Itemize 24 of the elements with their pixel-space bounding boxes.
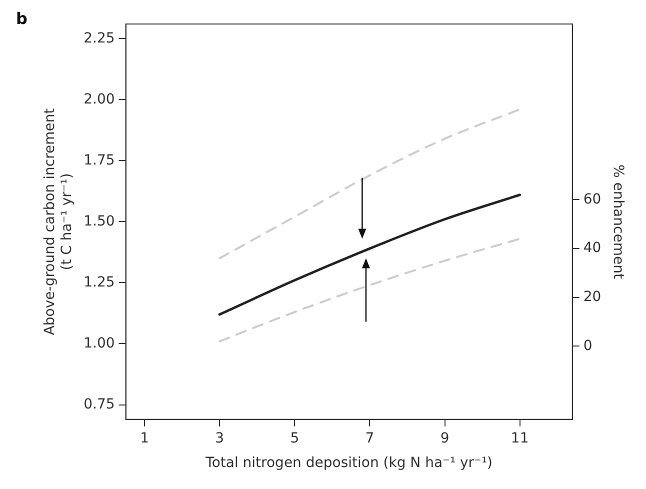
y-tick-label: 1.75: [84, 152, 115, 168]
x-tick-label: 1: [140, 430, 149, 446]
y2-tick-label: 0: [583, 338, 592, 354]
y-tick-label: 0.75: [84, 396, 115, 412]
x-tick-label: 7: [365, 430, 374, 446]
y-tick-label: 2.00: [84, 91, 115, 108]
x-axis-title: Total nitrogen deposition (kg N ha⁻¹ yr⁻¹): [204, 455, 493, 472]
x-tick-label: 5: [290, 430, 300, 446]
line-series: [218, 108, 521, 260]
y-tick-label: 1.25: [84, 274, 115, 290]
y-tick-label: 1.50: [84, 213, 115, 230]
y-tick-label: 2.25: [84, 30, 115, 46]
text: b: [16, 9, 28, 28]
y2-tick-label: 60: [583, 191, 602, 208]
y2-axis-title: % enhancement: [610, 164, 626, 280]
y2-tick-label: 20: [583, 289, 602, 306]
line-series: [218, 194, 522, 316]
y2-tick-label: 40: [583, 240, 602, 256]
y-axis-title: Above-ground carbon increment (t C ha⁻¹ yr⁻¹): [42, 108, 75, 336]
y-tick-label: 1.00: [84, 335, 115, 352]
x-tick-label: 3: [215, 430, 224, 446]
x-tick-label: 11: [510, 430, 529, 446]
x-tick-label: 9: [440, 430, 450, 446]
line-series: [218, 238, 521, 342]
